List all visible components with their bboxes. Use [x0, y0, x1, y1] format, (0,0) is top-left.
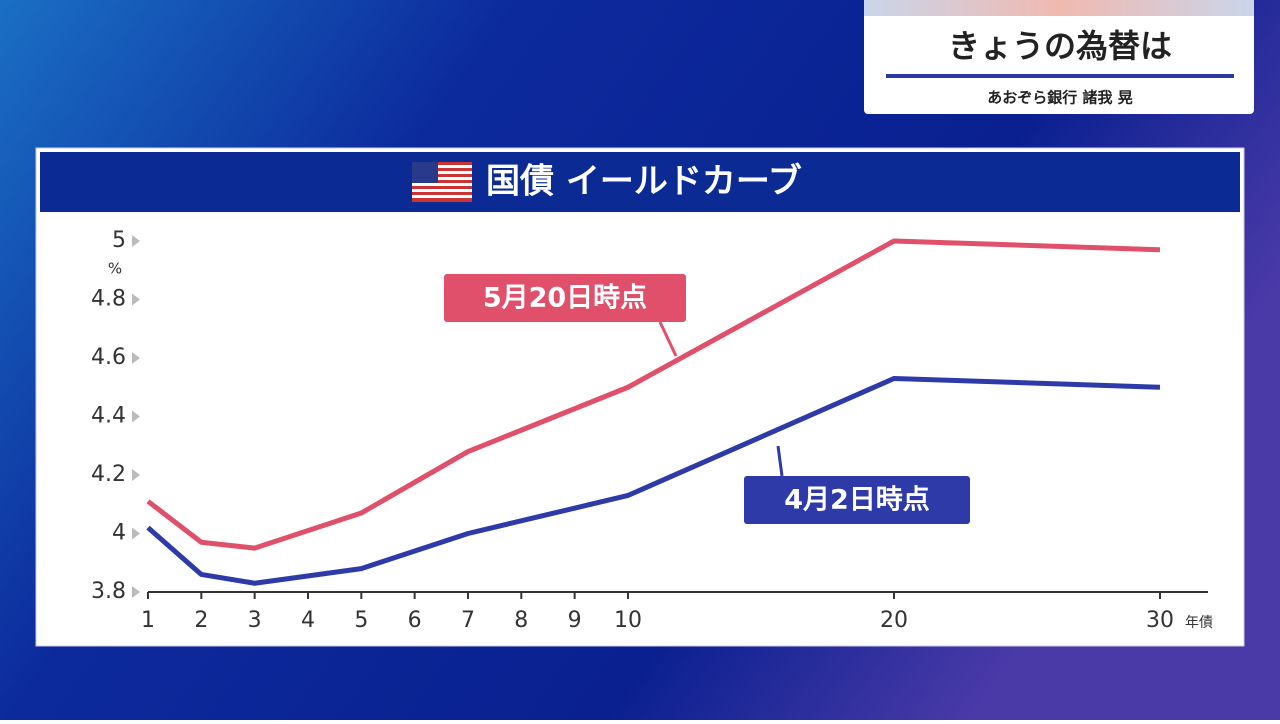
y-tick-marker: [132, 469, 140, 481]
x-tick-label: 4: [301, 608, 315, 633]
header-subtitle: あおぞら銀行 諸我 晃: [987, 89, 1132, 107]
callout-pointer: [658, 321, 678, 357]
y-tick-marker: [132, 352, 140, 364]
y-unit: %: [108, 260, 122, 278]
header-title: きょうの為替は: [948, 27, 1172, 65]
header-strip: [864, 0, 1254, 16]
series-label: 5月20日時点: [483, 283, 647, 314]
y-tick-marker: [132, 586, 140, 598]
x-unit: 年債: [1185, 615, 1213, 631]
callout-box: [744, 476, 970, 524]
y-tick-label: 5: [112, 228, 126, 253]
series-line: [146, 238, 1161, 551]
y-tick-label: 4.4: [91, 404, 126, 429]
x-tick-label: 20: [880, 608, 908, 633]
x-tick-label: 30: [1146, 608, 1174, 633]
header-box: [864, 0, 1254, 114]
x-tick-label: 6: [408, 608, 422, 633]
y-tick-label: 4.8: [91, 287, 126, 312]
x-tick-label: 1: [141, 608, 155, 633]
series-line: [146, 375, 1161, 586]
y-tick-label: 4.2: [91, 462, 126, 487]
us-flag: [412, 162, 472, 202]
chart-panel: [35, 147, 1245, 647]
y-tick-marker: [132, 527, 140, 540]
x-tick-label: 2: [194, 608, 208, 633]
header-rule: [886, 74, 1234, 78]
x-tick-label: 7: [461, 608, 475, 633]
y-tick-marker: [132, 235, 140, 247]
chart-title: 国債 イールドカーブ: [486, 162, 802, 202]
y-tick-marker: [132, 410, 140, 423]
callout-pointer: [776, 445, 784, 477]
x-tick-label: 5: [354, 608, 368, 633]
title-bar: [40, 152, 1240, 212]
x-tick-label: 8: [514, 608, 528, 633]
x-tick-label: 10: [614, 608, 642, 633]
y-tick-marker: [132, 293, 140, 306]
series-label: 4月2日時点: [784, 485, 930, 516]
y-tick-label: 4.6: [91, 345, 126, 370]
x-tick-label: 9: [568, 608, 582, 633]
callout-box: [444, 274, 686, 322]
y-tick-label: 4: [112, 521, 126, 546]
x-tick-label: 3: [248, 608, 262, 633]
y-tick-label: 3.8: [91, 579, 126, 604]
